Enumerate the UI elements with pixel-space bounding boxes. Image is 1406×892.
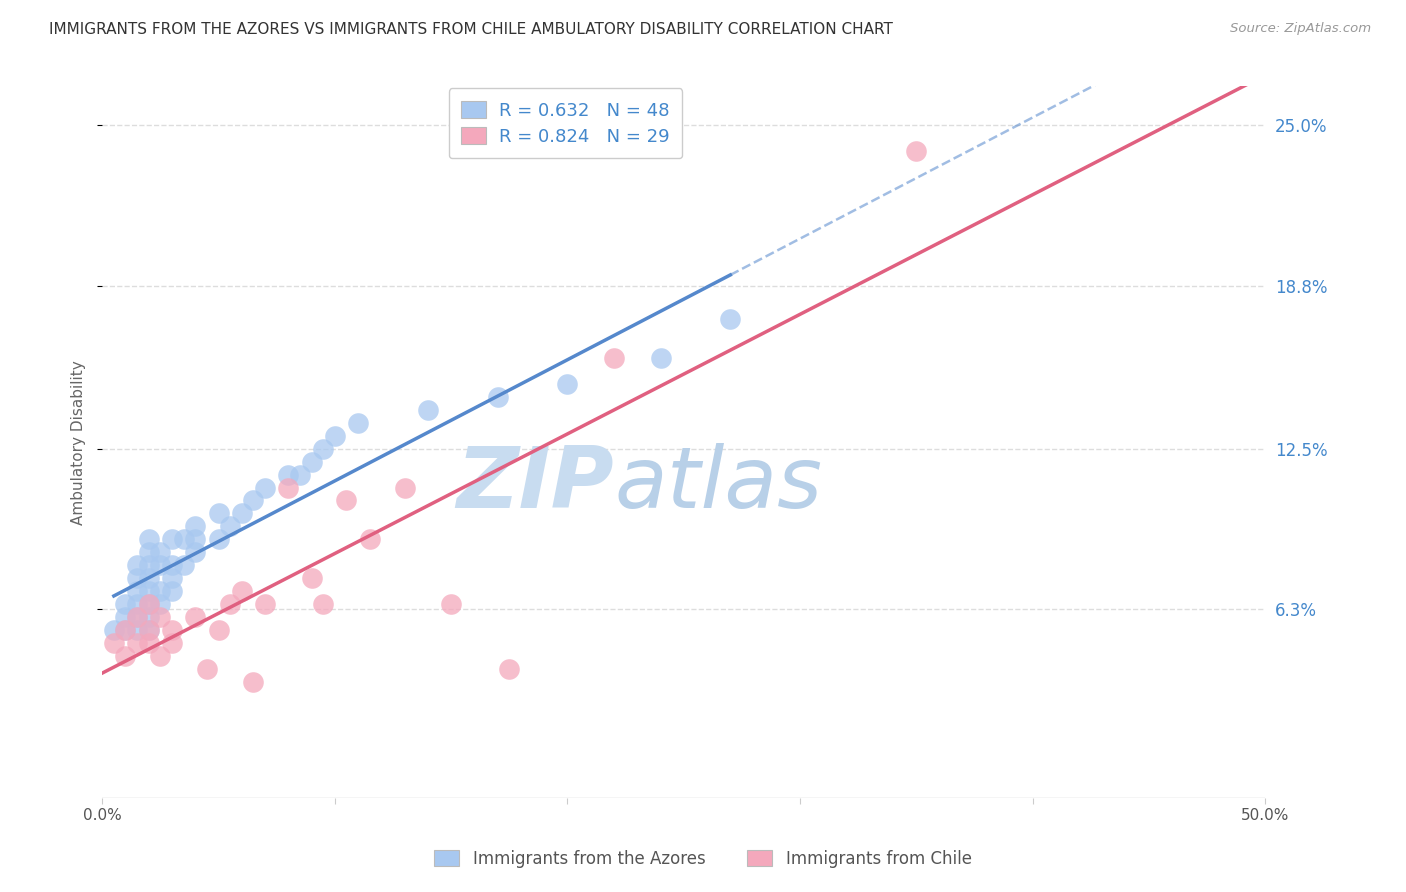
- Point: [138, 558, 160, 573]
- Point: [138, 623, 160, 637]
- Point: [138, 545, 160, 559]
- Point: [138, 533, 160, 547]
- Point: [254, 597, 277, 611]
- Point: [254, 481, 277, 495]
- Point: [149, 558, 172, 573]
- Point: [103, 636, 125, 650]
- Point: [138, 571, 160, 585]
- Text: atlas: atlas: [614, 443, 823, 526]
- Point: [184, 533, 207, 547]
- Point: [301, 571, 323, 585]
- Point: [160, 584, 183, 599]
- Point: [335, 493, 357, 508]
- Point: [127, 584, 149, 599]
- Point: [127, 610, 149, 624]
- Point: [138, 597, 160, 611]
- Point: [138, 610, 160, 624]
- Point: [173, 558, 195, 573]
- Point: [359, 533, 381, 547]
- Point: [394, 481, 416, 495]
- Legend: R = 0.632   N = 48, R = 0.824   N = 29: R = 0.632 N = 48, R = 0.824 N = 29: [449, 88, 682, 159]
- Point: [149, 584, 172, 599]
- Point: [138, 636, 160, 650]
- Point: [127, 623, 149, 637]
- Point: [301, 455, 323, 469]
- Point: [277, 481, 299, 495]
- Point: [138, 584, 160, 599]
- Point: [184, 545, 207, 559]
- Point: [231, 507, 253, 521]
- Point: [288, 467, 311, 482]
- Point: [160, 636, 183, 650]
- Point: [160, 571, 183, 585]
- Point: [277, 467, 299, 482]
- Point: [195, 662, 218, 676]
- Point: [242, 674, 264, 689]
- Point: [207, 507, 229, 521]
- Point: [416, 402, 439, 417]
- Point: [498, 662, 520, 676]
- Legend: Immigrants from the Azores, Immigrants from Chile: Immigrants from the Azores, Immigrants f…: [427, 844, 979, 875]
- Point: [127, 610, 149, 624]
- Point: [149, 597, 172, 611]
- Point: [312, 442, 335, 456]
- Point: [160, 533, 183, 547]
- Point: [347, 416, 370, 430]
- Point: [149, 648, 172, 663]
- Point: [127, 597, 149, 611]
- Point: [149, 610, 172, 624]
- Point: [184, 610, 207, 624]
- Point: [440, 597, 463, 611]
- Point: [207, 623, 229, 637]
- Point: [207, 533, 229, 547]
- Point: [138, 623, 160, 637]
- Point: [486, 390, 509, 404]
- Point: [905, 144, 928, 158]
- Point: [127, 558, 149, 573]
- Point: [114, 610, 136, 624]
- Point: [149, 545, 172, 559]
- Point: [127, 571, 149, 585]
- Point: [184, 519, 207, 533]
- Text: ZIP: ZIP: [457, 443, 614, 526]
- Point: [103, 623, 125, 637]
- Point: [323, 428, 346, 442]
- Point: [557, 376, 579, 391]
- Point: [160, 558, 183, 573]
- Point: [219, 597, 242, 611]
- Text: Source: ZipAtlas.com: Source: ZipAtlas.com: [1230, 22, 1371, 36]
- Point: [114, 623, 136, 637]
- Point: [312, 597, 335, 611]
- Point: [231, 584, 253, 599]
- Text: IMMIGRANTS FROM THE AZORES VS IMMIGRANTS FROM CHILE AMBULATORY DISABILITY CORREL: IMMIGRANTS FROM THE AZORES VS IMMIGRANTS…: [49, 22, 893, 37]
- Y-axis label: Ambulatory Disability: Ambulatory Disability: [72, 359, 86, 524]
- Point: [242, 493, 264, 508]
- Point: [603, 351, 626, 365]
- Point: [219, 519, 242, 533]
- Point: [127, 636, 149, 650]
- Point: [650, 351, 672, 365]
- Point: [173, 533, 195, 547]
- Point: [718, 312, 741, 326]
- Point: [138, 597, 160, 611]
- Point: [114, 597, 136, 611]
- Point: [114, 623, 136, 637]
- Point: [114, 648, 136, 663]
- Point: [160, 623, 183, 637]
